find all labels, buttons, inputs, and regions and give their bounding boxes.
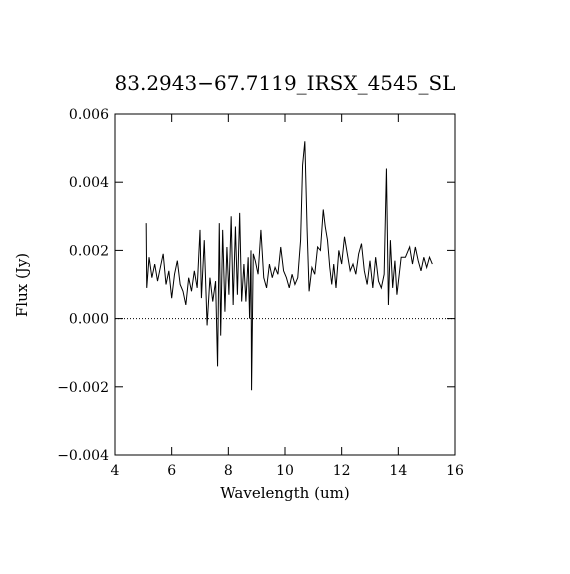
- y-tick-label: 0.000: [69, 312, 109, 328]
- spectrum-line: [145, 141, 433, 391]
- y-tick-label: 0.004: [69, 175, 109, 191]
- x-tick-label: 10: [276, 463, 294, 479]
- y-axis-label: Flux (Jy): [13, 253, 31, 317]
- x-tick-label: 4: [111, 463, 120, 479]
- x-tick-label: 8: [224, 463, 233, 479]
- y-tick-label: 0.006: [69, 107, 109, 123]
- x-tick-label: 6: [167, 463, 176, 479]
- y-tick-label: −0.002: [57, 380, 109, 396]
- x-tick-label: 12: [333, 463, 351, 479]
- y-tick-label: −0.004: [57, 448, 109, 464]
- x-tick-label: 14: [389, 463, 407, 479]
- x-axis-label: Wavelength (um): [220, 484, 349, 502]
- y-tick-label: 0.002: [69, 243, 109, 259]
- chart-title: 83.2943−67.7119_IRSX_4545_SL: [115, 71, 456, 95]
- x-tick-label: 16: [446, 463, 464, 479]
